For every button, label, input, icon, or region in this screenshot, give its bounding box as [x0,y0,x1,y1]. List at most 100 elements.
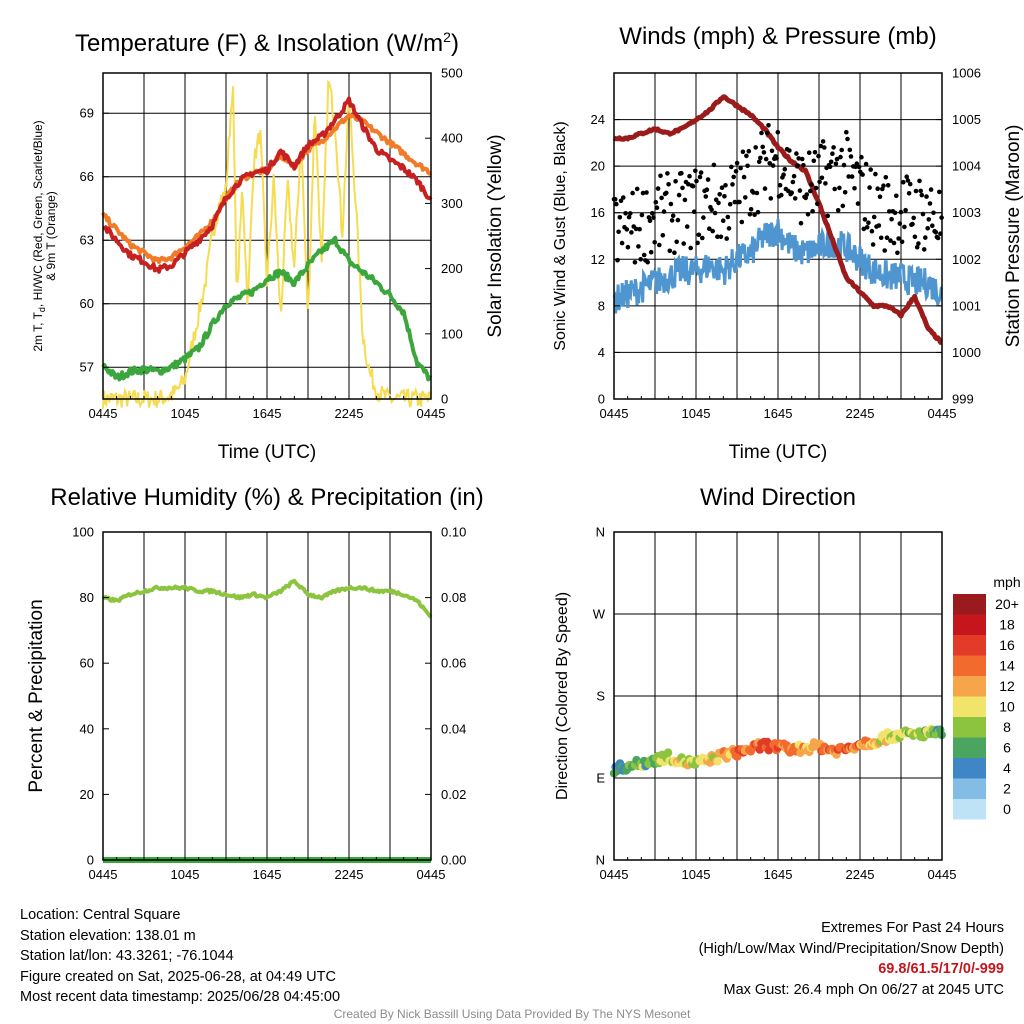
gust-point [653,199,659,205]
y2-tick-label: 0.10 [441,525,466,540]
gust-point [675,217,681,223]
gust-point [756,159,762,165]
y2-tick-label: 100 [441,326,463,341]
gust-point [917,178,922,184]
gust-point [709,207,714,213]
gust-point [651,215,656,220]
meteogram-figure: Temperature (F) & Insolation (W/m2) 0445… [26,23,1024,883]
x-tick-label: 0445 [928,867,957,882]
gust-point [647,218,653,224]
gust-point [738,165,743,171]
station-latlon: Station lat/lon: 43.3261; -76.1044 [20,948,234,964]
gust-point [658,173,663,179]
gust-point [777,182,783,188]
gust-point [746,148,752,154]
colorbar-swatch [953,676,986,697]
y-tick-label: W [593,607,606,622]
colorbar-label: 2 [1003,781,1011,797]
gust-point [640,190,646,196]
gust-point [688,245,693,251]
colorbar-swatch [953,614,986,635]
gust-point [837,185,842,191]
credit-line: Created By Nick Bassill Using Data Provi… [333,1007,691,1021]
direction-title: Wind Direction [700,484,856,511]
gust-point [755,209,761,215]
gust-point [878,235,884,241]
y2-tick-label: 1000 [952,345,981,360]
humidity-ticks: 0445 1045 1645 2245 04450204060801000.000.02… [72,525,466,883]
gust-point [650,211,655,216]
gust-point [743,195,748,200]
extremes-info: Extremes For Past 24 Hours (High/Low/Max… [699,918,1004,1000]
colorbar-swatch [953,737,986,758]
gust-point [679,170,684,176]
x-tick-label: 0445 [600,867,629,882]
gust-point [763,156,769,162]
gust-point [737,199,742,205]
gust-point [859,154,864,160]
gust-point [811,158,817,164]
gust-point [832,186,837,192]
gust-point [766,123,771,128]
y-tick-label: 57 [80,360,94,375]
gust-point [701,215,706,220]
y-tick-label: E [596,771,605,786]
x-tick-label: 2245 [335,406,364,421]
gust-point [668,201,674,207]
gust-point [625,244,631,250]
gust-point [801,163,806,168]
y2-tick-label: 200 [441,261,463,276]
y2-tick-label: 1002 [952,252,981,267]
gust-point [775,129,781,135]
gust-point [782,166,788,172]
gust-point [730,182,735,187]
y2-tick-label: 0.06 [441,656,466,671]
gust-point [712,210,718,216]
y-tick-label: 20 [80,787,94,802]
gust-point [753,145,758,150]
gust-point [761,150,767,155]
y2-tick-label: 1003 [952,205,981,220]
gust-point [791,173,797,179]
y-tick-label: 0 [87,853,94,868]
gust-point [614,201,619,207]
gust-point [619,240,625,246]
gust-point [907,181,913,187]
gust-point [847,147,853,153]
gust-point [759,130,764,136]
gust-point [901,179,906,185]
gust-point [920,211,926,217]
gust-point [758,155,763,161]
gust-point [844,129,849,135]
colorbar-swatch [953,758,986,779]
gust-point [722,194,727,199]
gust-point [842,190,848,195]
gust-point [819,175,825,181]
gust-point [925,226,930,231]
x-tick-label: 1645 [253,406,282,421]
direction-grid [614,531,942,861]
solar-y-label: Solar Insolation (Yellow) [485,134,506,337]
gust-point [687,173,692,179]
gust-point [868,167,873,172]
gust-point [881,183,886,188]
gust-point [918,188,923,194]
gust-point [883,175,889,180]
gust-point [926,217,932,222]
gust-point [740,149,746,155]
colorbar-label: 4 [1003,760,1011,776]
y2-tick-label: 0.08 [441,590,466,605]
x-tick-label: 1045 [682,867,711,882]
gust-point [659,195,664,201]
gust-point [680,185,685,191]
gust-point [798,220,804,226]
winds-ticks: 0445 1045 1645 2245 044504812162024999100010… [591,66,981,422]
gust-point [686,181,691,187]
gust-point [834,156,840,162]
gust-point [897,221,903,226]
gust-point [887,209,892,214]
gust-point [855,201,861,206]
y2-tick-label: 400 [441,131,463,146]
gust-point [754,190,760,196]
gust-point [660,233,666,238]
